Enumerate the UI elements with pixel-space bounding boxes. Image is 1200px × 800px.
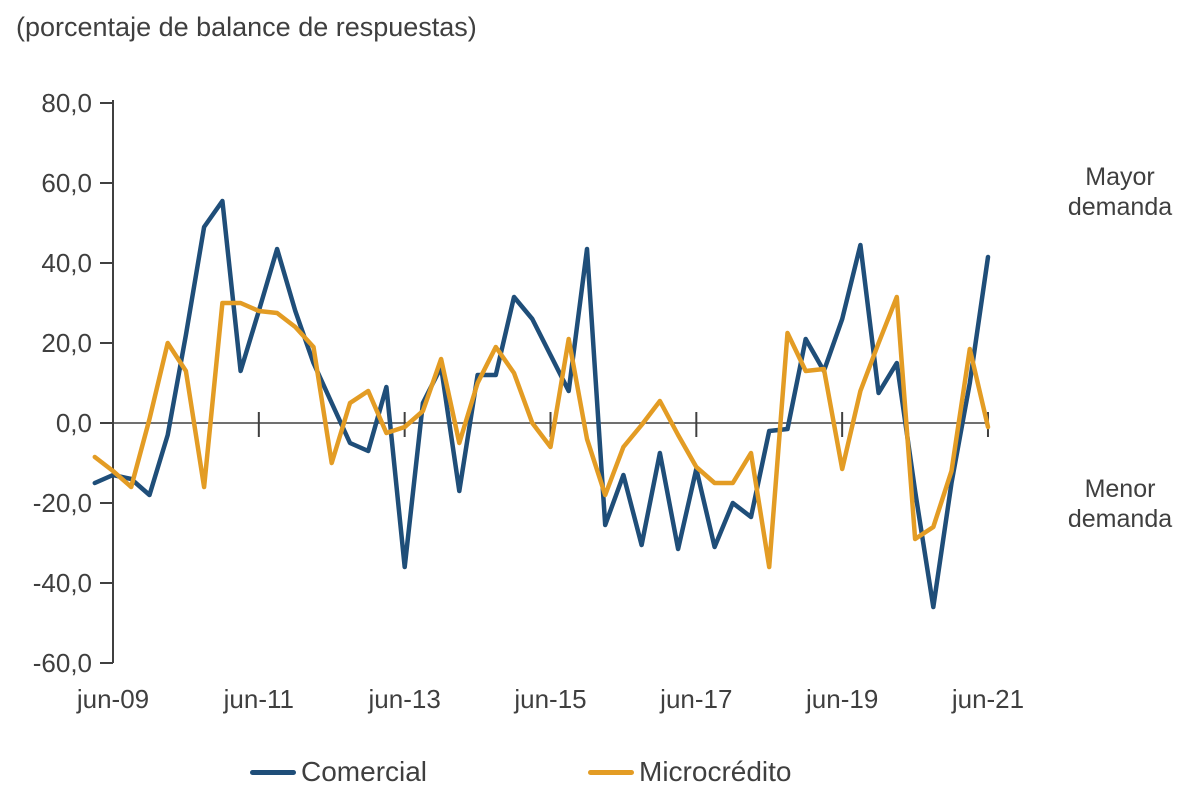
chart-title: (porcentaje de balance de respuestas) <box>16 12 477 42</box>
data-series <box>92 198 991 610</box>
series-line-comercial <box>92 198 991 610</box>
x-tick-label: jun-19 <box>806 684 879 714</box>
legend-label-comercial: Comercial <box>301 756 428 787</box>
x-tick-label: jun-13 <box>368 684 441 714</box>
y-tick-label: -20,0 <box>32 488 92 518</box>
legend-item-microcredito: Microcrédito <box>588 752 791 792</box>
y-tick-label: -60,0 <box>32 648 92 678</box>
y-tick-label: 0,0 <box>55 408 92 438</box>
legend-item-comercial: Comercial <box>250 752 427 792</box>
x-tick-label: jun-11 <box>223 684 294 714</box>
annotation-mayor-demanda: Mayor demanda <box>1067 163 1173 221</box>
y-tick-label: 20,0 <box>41 328 92 358</box>
axes <box>100 100 989 664</box>
x-tick-label: jun-21 <box>951 684 1025 714</box>
x-tick-label: jun-09 <box>76 684 150 714</box>
series-line-microcredito <box>92 294 991 570</box>
y-tick-label: 80,0 <box>41 88 92 118</box>
x-tick-label: jun-15 <box>514 684 587 714</box>
microcredito-line-swatch <box>588 769 634 775</box>
legend-label-microcredito: Microcrédito <box>639 756 792 787</box>
y-tick-label: -40,0 <box>32 568 92 598</box>
annotation-menor-demanda: Menor demanda <box>1067 475 1173 533</box>
comercial-line-swatch <box>250 769 296 775</box>
x-tick-label: jun-17 <box>660 684 733 714</box>
y-tick-label: 60,0 <box>41 168 92 198</box>
y-tick-label: 40,0 <box>41 248 92 278</box>
